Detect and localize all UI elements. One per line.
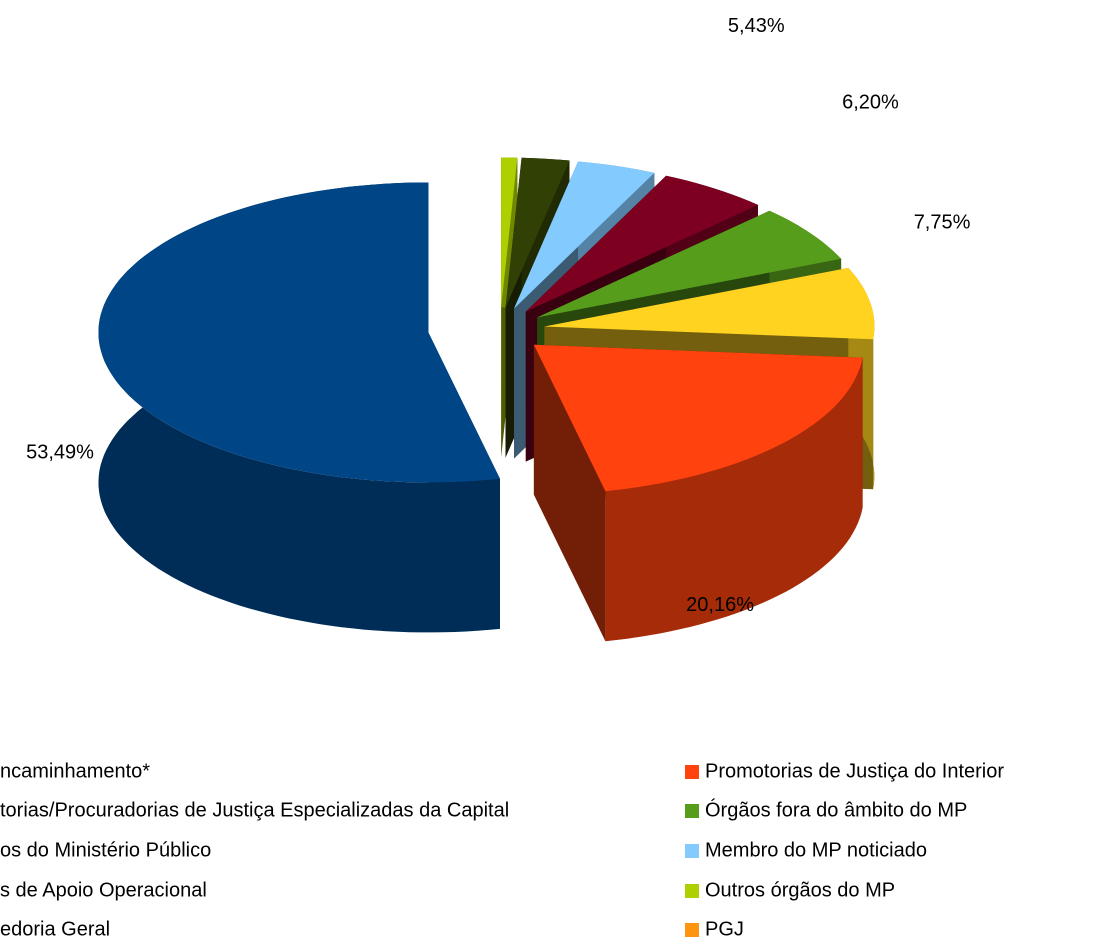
slice-top (525, 175, 758, 312)
legend-label: edoria Geral (0, 918, 110, 940)
slice (533, 344, 863, 642)
value-label: 5,43% (728, 15, 785, 37)
slice-top (514, 161, 655, 309)
value-label: 20,16% (686, 594, 754, 616)
legend-label: torias/Procuradorias de Justiça Especial… (0, 799, 509, 821)
slice-top (537, 210, 842, 318)
legend-label: Promotorias de Justiça do Interior (705, 760, 1004, 782)
legend-label: os do Ministério Público (0, 839, 211, 861)
legend-label: s de Apoio Operacional (0, 879, 207, 901)
slice-top (533, 344, 863, 492)
legend-swatch (685, 844, 699, 858)
legend-label: PGJ (705, 918, 744, 940)
value-label: 6,20% (842, 92, 899, 114)
legend-swatch (685, 923, 699, 937)
slice-top (501, 157, 518, 308)
slice-side (605, 357, 863, 642)
slice-top (98, 182, 500, 483)
slice-top (505, 157, 570, 308)
legend-swatch (685, 804, 699, 818)
value-label: 7,75% (914, 212, 971, 234)
legend-label: Órgãos fora do âmbito do MP (705, 798, 967, 821)
legend-swatch (685, 765, 699, 779)
legend-swatch (685, 884, 699, 898)
slice (98, 182, 500, 633)
legend-label: Membro do MP noticiado (705, 839, 927, 861)
value-label: 53,49% (26, 441, 94, 463)
legend-label: Outros órgãos do MP (705, 879, 895, 901)
legend-label: ncaminhamento* (0, 760, 150, 782)
slice-top (544, 267, 875, 340)
